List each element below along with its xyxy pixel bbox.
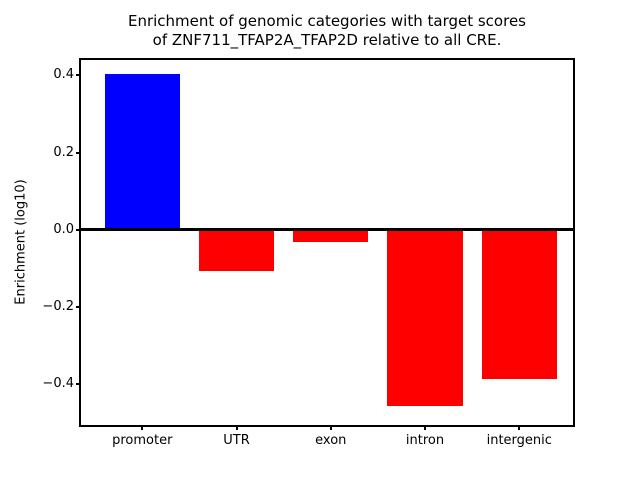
- x-tick-label-promoter: promoter: [112, 433, 173, 448]
- x-tick-exon: [329, 425, 332, 430]
- y-tick-0.0: [76, 228, 81, 231]
- plot-area: 0.4 0.2 0.0 −0.2 −0.4 promoter UTR exon intron in…: [42, 58, 575, 448]
- bar-intergenic: [481, 229, 557, 380]
- x-tick-label-intron: intron: [405, 433, 445, 448]
- y-tick-0.2: [76, 151, 81, 154]
- x-tick-label-exon: exon: [315, 433, 347, 448]
- y-axis-label: Enrichment (log10): [13, 179, 29, 305]
- y-tick-label-0.2: 0.2: [53, 144, 74, 160]
- x-tick-UTR: [235, 425, 238, 430]
- bar-intron: [387, 229, 463, 407]
- y-tick-label-0.4: 0.4: [53, 67, 74, 83]
- y-tick-0.4: [76, 74, 81, 77]
- x-tick-promoter: [141, 425, 144, 430]
- chart-title: Enrichment of genomic categories with ta…: [79, 12, 575, 50]
- zero-line: [81, 228, 573, 232]
- bar-UTR: [198, 229, 275, 271]
- y-tick-label-−0.4: −0.4: [42, 376, 74, 392]
- bar-exon: [293, 229, 369, 243]
- x-tick-intron: [424, 425, 427, 430]
- bar-promoter: [104, 74, 180, 230]
- y-tick-−0.4: [76, 383, 81, 386]
- chart-title-line-1: Enrichment of genomic categories with ta…: [127, 12, 526, 30]
- chart-title-line-2: of ZNF711_TFAP2A_TFAP2D relative to all …: [152, 31, 502, 49]
- x-tick-label-intergenic: intergenic: [486, 433, 552, 448]
- x-tick-intergenic: [518, 425, 521, 430]
- y-tick-label-0.0: 0.0: [53, 221, 74, 237]
- y-tick-label-−0.2: −0.2: [42, 298, 74, 314]
- x-tick-label-UTR: UTR: [223, 433, 250, 448]
- y-tick-−0.2: [76, 305, 81, 308]
